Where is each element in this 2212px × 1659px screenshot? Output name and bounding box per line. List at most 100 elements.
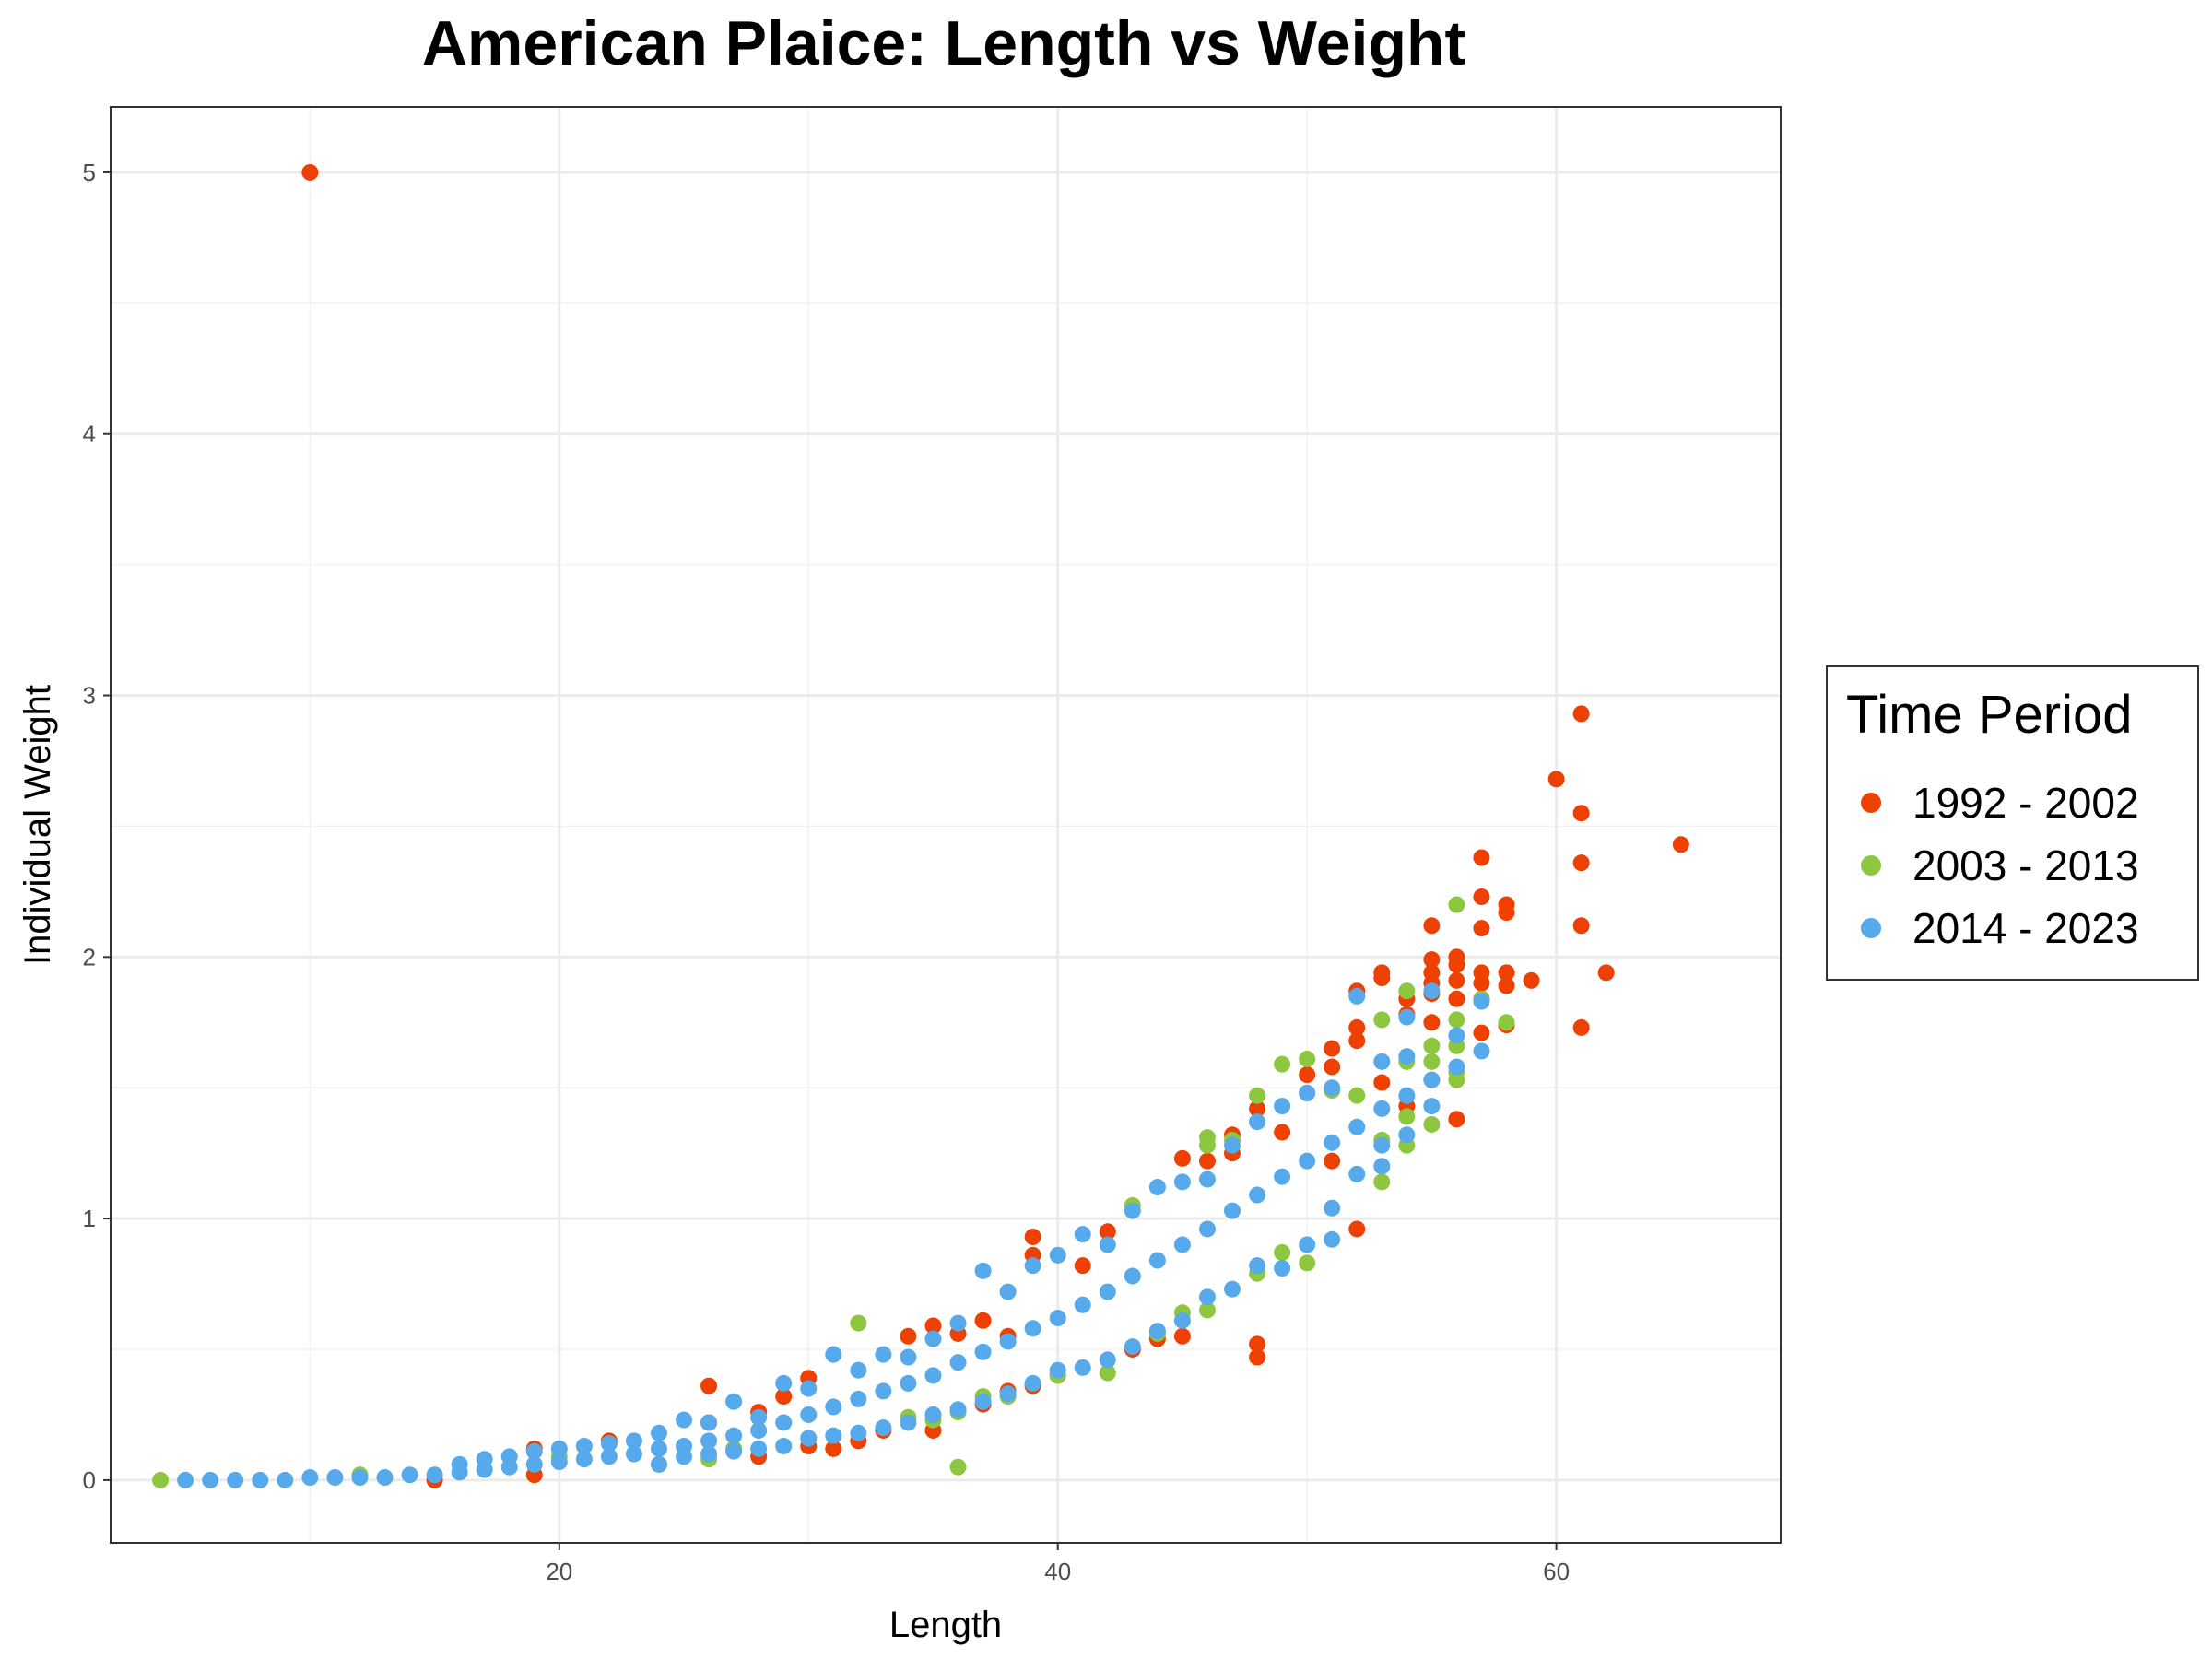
data-point-2003-2013 <box>1448 896 1465 913</box>
x-axis-title: Length <box>889 1605 1002 1645</box>
data-point-2014-2023 <box>1099 1351 1116 1369</box>
data-point-2014-2023 <box>351 1469 369 1487</box>
data-point-2014-2023 <box>1448 1058 1465 1076</box>
data-point-1992-2002 <box>1249 1100 1266 1117</box>
y-tick-label: 5 <box>83 159 96 186</box>
data-point-2014-2023 <box>1074 1226 1091 1243</box>
data-point-2014-2023 <box>676 1411 693 1429</box>
data-point-2014-2023 <box>1074 1359 1091 1376</box>
data-point-2014-2023 <box>800 1406 818 1423</box>
data-point-2014-2023 <box>900 1414 917 1431</box>
data-point-2014-2023 <box>725 1427 743 1444</box>
data-point-2014-2023 <box>1224 1136 1241 1154</box>
data-point-2014-2023 <box>276 1471 294 1488</box>
data-point-2014-2023 <box>850 1361 867 1379</box>
data-point-2014-2023 <box>650 1455 667 1473</box>
data-point-2014-2023 <box>1398 1126 1416 1144</box>
data-point-2003-2013 <box>1398 1108 1416 1125</box>
data-point-2014-2023 <box>426 1466 443 1484</box>
data-point-1992-2002 <box>1373 1074 1391 1091</box>
y-tick-label: 2 <box>83 943 96 971</box>
data-point-2014-2023 <box>1348 1118 1366 1135</box>
data-point-2014-2023 <box>949 1401 967 1418</box>
data-point-2014-2023 <box>252 1471 269 1488</box>
legend-label-1992-2002: 1992 - 2002 <box>1912 779 2139 827</box>
data-point-2014-2023 <box>1024 1320 1041 1337</box>
data-point-1992-2002 <box>1473 849 1490 866</box>
data-point-2014-2023 <box>1249 1186 1266 1204</box>
data-point-1992-2002 <box>1274 1124 1291 1141</box>
data-point-2014-2023 <box>600 1448 618 1465</box>
data-point-1992-2002 <box>1348 1018 1366 1036</box>
data-point-2014-2023 <box>1398 1008 1416 1026</box>
data-point-2003-2013 <box>1373 1011 1391 1029</box>
data-point-2014-2023 <box>800 1380 818 1397</box>
data-point-2014-2023 <box>1049 1361 1066 1379</box>
data-point-2014-2023 <box>725 1442 743 1460</box>
data-point-2014-2023 <box>1274 1098 1291 1115</box>
data-point-2014-2023 <box>451 1455 468 1473</box>
data-point-2014-2023 <box>825 1427 842 1444</box>
grid-layer <box>111 107 1781 1543</box>
data-point-2014-2023 <box>1423 1071 1441 1088</box>
data-point-2003-2013 <box>1299 1050 1316 1067</box>
data-point-1992-2002 <box>1448 956 1465 973</box>
data-point-2014-2023 <box>1274 1260 1291 1277</box>
data-point-1992-2002 <box>1572 705 1590 723</box>
data-point-2014-2023 <box>1173 1173 1191 1191</box>
data-point-2003-2013 <box>1423 1115 1441 1133</box>
data-point-2014-2023 <box>575 1437 593 1454</box>
data-point-2014-2023 <box>750 1408 768 1426</box>
data-point-2014-2023 <box>900 1374 917 1392</box>
data-point-2014-2023 <box>875 1419 892 1437</box>
data-point-2014-2023 <box>775 1437 793 1454</box>
data-point-2014-2023 <box>850 1390 867 1407</box>
data-point-2003-2013 <box>1198 1301 1216 1319</box>
data-point-2014-2023 <box>924 1406 942 1423</box>
legend-item-2003-2013: 2003 - 2013 <box>1848 839 2198 894</box>
data-point-1992-2002 <box>1473 974 1490 992</box>
data-point-1992-2002 <box>1099 1223 1116 1241</box>
data-point-2014-2023 <box>1473 1042 1490 1060</box>
panel-border <box>110 106 1782 1544</box>
data-point-1992-2002 <box>1348 1032 1366 1050</box>
data-point-2014-2023 <box>775 1374 793 1392</box>
data-point-2014-2023 <box>1024 1257 1041 1275</box>
data-point-2014-2023 <box>725 1393 743 1410</box>
data-point-1992-2002 <box>1498 964 1515 982</box>
data-point-2014-2023 <box>750 1421 768 1439</box>
y-tick-label: 1 <box>83 1205 96 1232</box>
data-point-2014-2023 <box>1173 1236 1191 1253</box>
data-point-2003-2013 <box>850 1314 867 1332</box>
data-point-1992-2002 <box>1299 1066 1316 1084</box>
data-point-1992-2002 <box>1473 920 1490 937</box>
data-point-2014-2023 <box>1124 1202 1141 1219</box>
data-point-2014-2023 <box>1148 1252 1166 1269</box>
data-point-1992-2002 <box>1324 1152 1341 1170</box>
data-point-2014-2023 <box>850 1424 867 1441</box>
data-point-2014-2023 <box>949 1314 967 1332</box>
data-point-1992-2002 <box>1074 1257 1091 1275</box>
data-point-2003-2013 <box>1249 1087 1266 1104</box>
data-point-2014-2023 <box>825 1346 842 1363</box>
data-point-2003-2013 <box>1373 1173 1391 1191</box>
data-point-2014-2023 <box>800 1430 818 1447</box>
data-point-1992-2002 <box>1173 1327 1191 1345</box>
data-point-2014-2023 <box>1299 1236 1316 1253</box>
data-point-2014-2023 <box>775 1414 793 1431</box>
data-point-2003-2013 <box>1348 1087 1366 1104</box>
y-tick-label: 0 <box>83 1466 96 1494</box>
data-point-2014-2023 <box>900 1348 917 1366</box>
data-point-1992-2002 <box>1373 970 1391 987</box>
legend-dot-2003-2013 <box>1861 855 1881 876</box>
data-point-2014-2023 <box>999 1385 1017 1403</box>
data-point-2014-2023 <box>1049 1309 1066 1326</box>
data-point-2014-2023 <box>949 1354 967 1371</box>
data-point-2014-2023 <box>1198 1171 1216 1188</box>
data-point-2014-2023 <box>974 1343 992 1360</box>
data-point-1992-2002 <box>974 1312 992 1329</box>
data-point-1992-2002 <box>1324 1040 1341 1057</box>
data-point-1992-2002 <box>1448 1111 1465 1128</box>
data-point-2014-2023 <box>1373 1136 1391 1154</box>
data-point-2014-2023 <box>1198 1220 1216 1238</box>
